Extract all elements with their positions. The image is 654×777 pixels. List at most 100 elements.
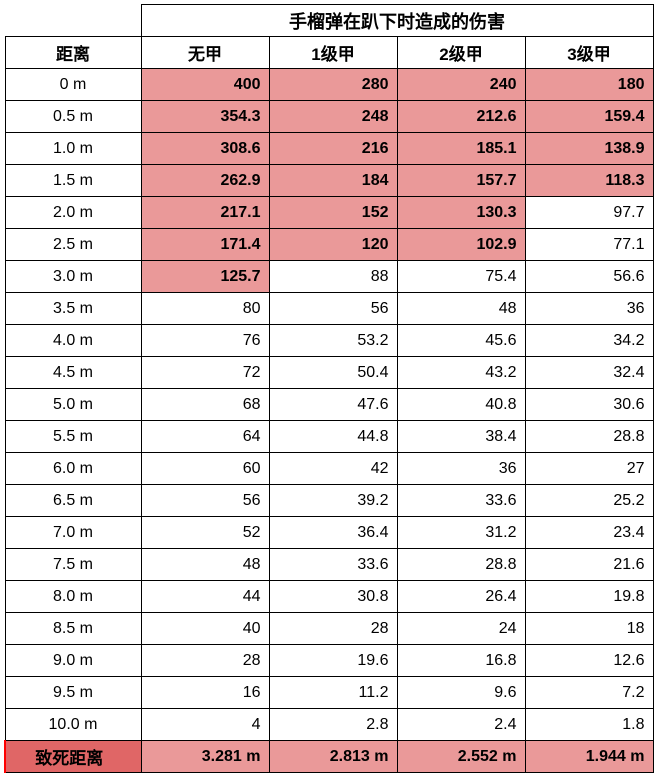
val-cell: 26.4 (397, 581, 525, 613)
dist-cell: 8.5 m (5, 613, 141, 645)
table-body: 0 m4002802401800.5 m354.3248212.6159.41.… (5, 69, 653, 741)
val-cell: 48 (141, 549, 269, 581)
val-cell: 125.7 (141, 261, 269, 293)
table-row: 2.5 m171.4120102.977.1 (5, 229, 653, 261)
val-cell: 40.8 (397, 389, 525, 421)
val-cell: 21.6 (525, 549, 653, 581)
dist-cell: 5.5 m (5, 421, 141, 453)
dist-cell: 7.5 m (5, 549, 141, 581)
table-row: 1.0 m308.6216185.1138.9 (5, 133, 653, 165)
dist-cell: 3.0 m (5, 261, 141, 293)
table-row: 2.0 m217.1152130.397.7 (5, 197, 653, 229)
val-cell: 217.1 (141, 197, 269, 229)
dist-cell: 3.5 m (5, 293, 141, 325)
col-header: 无甲 (141, 37, 269, 69)
col-header: 1级甲 (269, 37, 397, 69)
val-cell: 52 (141, 517, 269, 549)
val-cell: 28.8 (525, 421, 653, 453)
val-cell: 38.4 (397, 421, 525, 453)
dist-cell: 9.0 m (5, 645, 141, 677)
val-cell: 30.6 (525, 389, 653, 421)
table-row: 8.0 m4430.826.419.8 (5, 581, 653, 613)
table-row: 3.0 m125.78875.456.6 (5, 261, 653, 293)
table-row: 8.5 m40282418 (5, 613, 653, 645)
corner-cell (5, 5, 141, 37)
val-cell: 19.8 (525, 581, 653, 613)
dist-cell: 0 m (5, 69, 141, 101)
val-cell: 42 (269, 453, 397, 485)
val-cell: 44.8 (269, 421, 397, 453)
dist-cell: 8.0 m (5, 581, 141, 613)
val-cell: 56 (269, 293, 397, 325)
val-cell: 118.3 (525, 165, 653, 197)
val-cell: 56 (141, 485, 269, 517)
val-cell: 1.8 (525, 709, 653, 741)
val-cell: 25.2 (525, 485, 653, 517)
val-cell: 152 (269, 197, 397, 229)
col-header: 2级甲 (397, 37, 525, 69)
lethal-val: 2.552 m (397, 741, 525, 773)
dist-cell: 2.0 m (5, 197, 141, 229)
val-cell: 171.4 (141, 229, 269, 261)
lethal-label: 致死距离 (5, 741, 141, 773)
val-cell: 4 (141, 709, 269, 741)
header-row: 距离 无甲 1级甲 2级甲 3级甲 (5, 37, 653, 69)
val-cell: 75.4 (397, 261, 525, 293)
val-cell: 44 (141, 581, 269, 613)
val-cell: 36.4 (269, 517, 397, 549)
dist-cell: 4.5 m (5, 357, 141, 389)
val-cell: 50.4 (269, 357, 397, 389)
table-title: 手榴弹在趴下时造成的伤害 (141, 5, 653, 37)
val-cell: 19.6 (269, 645, 397, 677)
val-cell: 130.3 (397, 197, 525, 229)
val-cell: 354.3 (141, 101, 269, 133)
dist-cell: 10.0 m (5, 709, 141, 741)
val-cell: 212.6 (397, 101, 525, 133)
val-cell: 2.4 (397, 709, 525, 741)
lethal-val: 3.281 m (141, 741, 269, 773)
dist-cell: 1.5 m (5, 165, 141, 197)
title-row: 手榴弹在趴下时造成的伤害 (5, 5, 653, 37)
table-row: 6.5 m5639.233.625.2 (5, 485, 653, 517)
val-cell: 11.2 (269, 677, 397, 709)
val-cell: 64 (141, 421, 269, 453)
val-cell: 28 (141, 645, 269, 677)
table-row: 4.5 m7250.443.232.4 (5, 357, 653, 389)
val-cell: 2.8 (269, 709, 397, 741)
val-cell: 33.6 (397, 485, 525, 517)
table-row: 7.5 m4833.628.821.6 (5, 549, 653, 581)
table-row: 5.0 m6847.640.830.6 (5, 389, 653, 421)
val-cell: 27 (525, 453, 653, 485)
val-cell: 36 (397, 453, 525, 485)
val-cell: 12.6 (525, 645, 653, 677)
val-cell: 16.8 (397, 645, 525, 677)
val-cell: 280 (269, 69, 397, 101)
val-cell: 31.2 (397, 517, 525, 549)
val-cell: 72 (141, 357, 269, 389)
dist-cell: 4.0 m (5, 325, 141, 357)
table-row: 6.0 m60423627 (5, 453, 653, 485)
dist-cell: 0.5 m (5, 101, 141, 133)
val-cell: 159.4 (525, 101, 653, 133)
table-row: 9.0 m2819.616.812.6 (5, 645, 653, 677)
val-cell: 240 (397, 69, 525, 101)
val-cell: 34.2 (525, 325, 653, 357)
val-cell: 97.7 (525, 197, 653, 229)
val-cell: 45.6 (397, 325, 525, 357)
lethal-row: 致死距离 3.281 m 2.813 m 2.552 m 1.944 m (5, 741, 653, 773)
val-cell: 120 (269, 229, 397, 261)
val-cell: 157.7 (397, 165, 525, 197)
table-row: 10.0 m42.82.41.8 (5, 709, 653, 741)
val-cell: 36 (525, 293, 653, 325)
val-cell: 16 (141, 677, 269, 709)
val-cell: 32.4 (525, 357, 653, 389)
val-cell: 30.8 (269, 581, 397, 613)
table-row: 9.5 m1611.29.67.2 (5, 677, 653, 709)
val-cell: 102.9 (397, 229, 525, 261)
dist-cell: 7.0 m (5, 517, 141, 549)
val-cell: 40 (141, 613, 269, 645)
table-row: 4.0 m7653.245.634.2 (5, 325, 653, 357)
val-cell: 77.1 (525, 229, 653, 261)
val-cell: 28.8 (397, 549, 525, 581)
table-row: 7.0 m5236.431.223.4 (5, 517, 653, 549)
